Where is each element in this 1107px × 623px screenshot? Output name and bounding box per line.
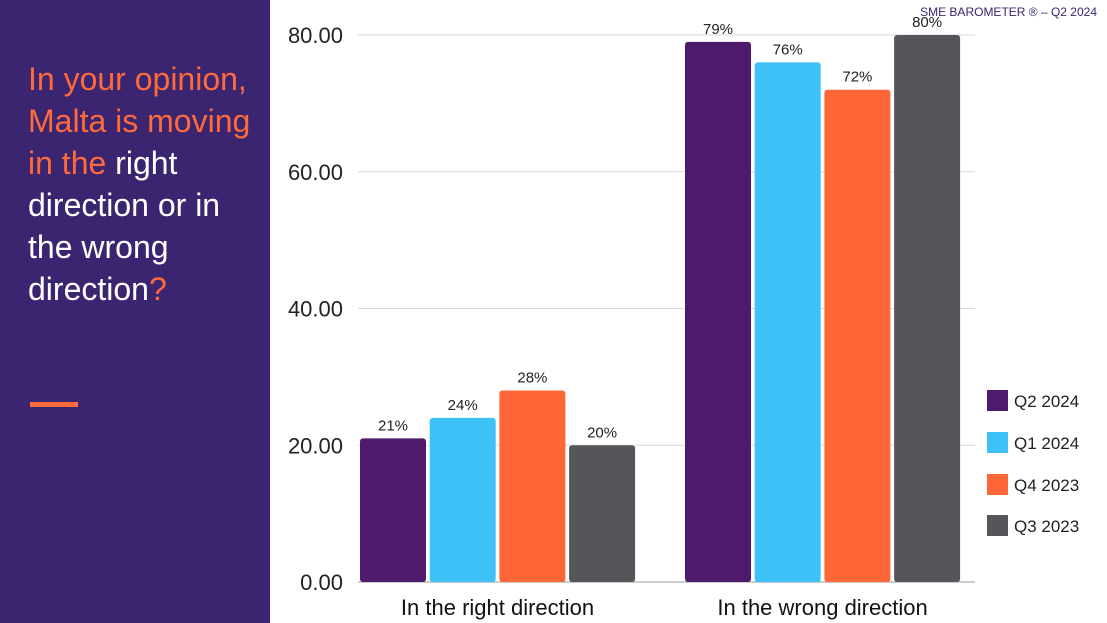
y-tick-label: 80.00 (288, 23, 343, 48)
data-label: 21% (378, 417, 408, 434)
y-tick-label: 20.00 (288, 433, 343, 458)
legend: Q2 2024 Q1 2024 Q4 2023 Q3 2023 (987, 390, 1079, 536)
x-axis-categories: In the right direction In the wrong direc… (401, 595, 928, 620)
question-text: In your opinion, Malta is moving in the … (28, 58, 258, 310)
data-labels: 21% 24% 28% 20% 79% 76% 72% 80% (378, 14, 942, 441)
data-label: 24% (448, 397, 478, 414)
bar (754, 62, 821, 583)
y-axis-ticks: 0.00 20.00 40.00 60.00 80.00 (288, 23, 343, 595)
data-label: 72% (842, 69, 872, 86)
bar (685, 41, 751, 582)
legend-label: Q1 2024 (1014, 434, 1079, 453)
y-tick-label: 40.00 (288, 297, 343, 322)
data-label: 20% (587, 424, 617, 441)
data-label: 80% (912, 14, 942, 31)
bar (360, 438, 426, 582)
legend-swatch (987, 474, 1008, 495)
x-category-label: In the right direction (401, 595, 594, 620)
data-label: 28% (517, 370, 547, 387)
question-mark: ? (148, 271, 167, 307)
legend-swatch (987, 390, 1008, 411)
y-tick-label: 60.00 (288, 160, 343, 185)
bar (429, 417, 496, 582)
bars (360, 35, 961, 583)
data-label: 76% (773, 41, 803, 58)
data-label: 79% (703, 21, 733, 38)
legend-label: Q2 2024 (1014, 392, 1079, 411)
legend-label: Q3 2023 (1014, 517, 1079, 536)
side-panel: In your opinion, Malta is moving in the … (0, 0, 270, 623)
source-label: SME BAROMETER ® – Q2 2024 (920, 5, 1097, 19)
question-part-orange: In your opinion, Malta is moving in the (28, 61, 251, 181)
legend-swatch (987, 432, 1008, 453)
legend-label: Q4 2023 (1014, 476, 1079, 495)
question-part-white: right direction or in the wrong directio… (28, 145, 221, 307)
bar (499, 390, 566, 582)
bar (894, 35, 961, 582)
legend-swatch (987, 515, 1008, 536)
x-category-label: In the wrong direction (717, 595, 927, 620)
bar (569, 445, 636, 582)
accent-bar (30, 402, 78, 407)
y-tick-label: 0.00 (300, 570, 343, 595)
bar (824, 89, 891, 582)
